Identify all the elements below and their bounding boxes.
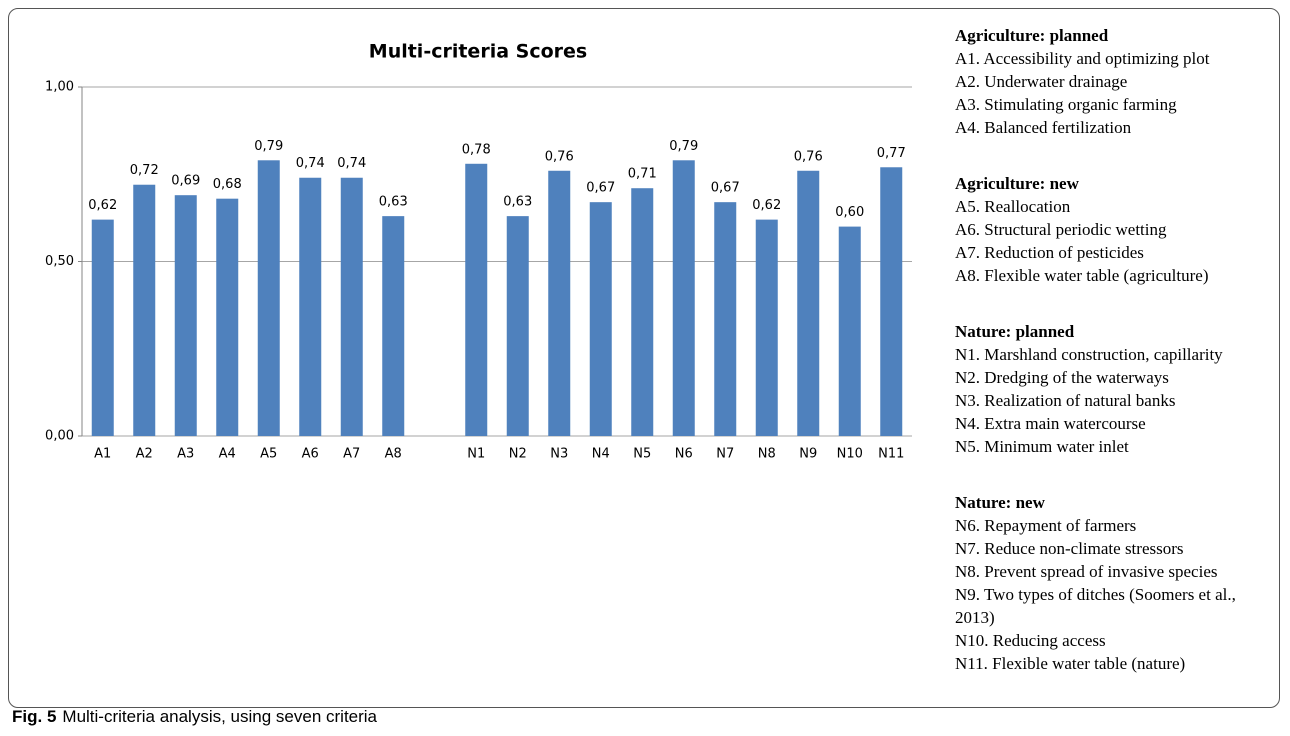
bar — [672, 160, 695, 437]
x-tick-label: N1 — [467, 447, 485, 462]
x-tick-label: N2 — [509, 447, 527, 462]
legend-group: Agriculture: new A5. Reallocation A6. Stru… — [955, 172, 1270, 287]
legend-item: N11. Flexible water table (nature) — [955, 654, 1186, 673]
legend-item: N10. Reducing access — [955, 631, 1106, 650]
legend-item: A6. Structural periodic wetting — [955, 220, 1167, 239]
bar — [465, 163, 488, 436]
chart-title: Multi-criteria Scores — [369, 41, 587, 63]
x-tick-label: N9 — [799, 447, 817, 462]
bar — [133, 184, 156, 436]
legend-item: N4. Extra main watercourse — [955, 414, 1146, 433]
x-tick-label: A7 — [343, 447, 360, 462]
value-label: 0,68 — [213, 177, 242, 192]
x-tick-label: N6 — [675, 447, 693, 462]
value-label: 0,62 — [88, 198, 117, 213]
value-label: 0,62 — [752, 198, 781, 213]
caption-text: Multi-criteria analysis, using seven cri… — [62, 707, 378, 726]
legend-heading: Nature: planned — [955, 322, 1075, 341]
bar — [382, 216, 405, 436]
legend-heading: Agriculture: new — [955, 174, 1079, 193]
x-tick-label: A6 — [302, 447, 319, 462]
y-tick-label: 0,00 — [45, 429, 74, 444]
legend-item: N8. Prevent spread of invasive species — [955, 562, 1218, 581]
x-tick-label: A2 — [136, 447, 153, 462]
legend-group: Agriculture: planned A1. Accessibility an… — [955, 24, 1270, 139]
y-tick-label: 1,00 — [45, 80, 74, 95]
value-label: 0,63 — [503, 195, 532, 210]
legend: Agriculture: planned A1. Accessibility an… — [955, 24, 1270, 708]
x-tick-label: A1 — [94, 447, 111, 462]
figure-frame — [8, 8, 1280, 708]
bar — [174, 195, 197, 436]
legend-item: N9. Two types of ditches (Soomers et al.… — [955, 585, 1236, 627]
legend-heading: Nature: new — [955, 493, 1045, 512]
x-tick-label: N7 — [716, 447, 734, 462]
bar — [91, 219, 114, 436]
x-tick-label: A3 — [177, 447, 194, 462]
bar — [797, 170, 820, 436]
x-tick-label: N11 — [878, 447, 904, 462]
legend-item: N6. Repayment of farmers — [955, 516, 1137, 535]
value-label: 0,69 — [171, 174, 200, 189]
value-label: 0,60 — [835, 205, 864, 220]
value-label: 0,77 — [877, 146, 906, 161]
value-label: 0,78 — [462, 142, 491, 157]
chart: Multi-criteria Scores 0,00 0,50 1,00 A1 0,62… — [45, 41, 912, 462]
legend-item: A2. Underwater drainage — [955, 72, 1128, 91]
legend-item: N7. Reduce non-climate stressors — [955, 539, 1184, 558]
value-label: 0,76 — [545, 149, 574, 164]
bar — [548, 170, 571, 436]
bar — [506, 216, 529, 436]
value-label: 0,67 — [586, 181, 615, 196]
x-tick-label: N3 — [550, 447, 568, 462]
bar — [714, 202, 737, 436]
legend-item: A8. Flexible water table (agriculture) — [955, 266, 1209, 285]
caption: Fig. 5 Multi-criteria analysis, using sev… — [12, 707, 377, 727]
x-tick-label: N10 — [837, 447, 863, 462]
legend-item: A3. Stimulating organic farming — [955, 95, 1177, 114]
legend-item: A7. Reduction of pesticides — [955, 243, 1144, 262]
caption-label: Fig. 5 — [12, 707, 57, 726]
bar — [589, 202, 612, 436]
x-tick-label: A8 — [385, 447, 402, 462]
value-label: 0,79 — [254, 139, 283, 154]
bar — [340, 177, 363, 437]
value-label: 0,63 — [379, 195, 408, 210]
x-tick-label: A5 — [260, 447, 277, 462]
legend-item: A1. Accessibility and optimizing plot — [955, 49, 1210, 68]
legend-item: N3. Realization of natural banks — [955, 391, 1176, 410]
legend-group: Nature: planned N1. Marshland constructio… — [955, 320, 1270, 458]
x-tick-label: N8 — [758, 447, 776, 462]
value-label: 0,79 — [669, 139, 698, 154]
value-label: 0,74 — [296, 156, 325, 171]
bar — [755, 219, 778, 436]
legend-item: N5. Minimum water inlet — [955, 437, 1129, 456]
value-label: 0,72 — [130, 163, 159, 178]
bar — [299, 177, 322, 437]
bar — [216, 198, 239, 436]
legend-item: A4. Balanced fertilization — [955, 118, 1132, 137]
x-tick-label: N5 — [633, 447, 651, 462]
legend-group: Nature: new N6. Repayment of farmers N7. R… — [955, 491, 1270, 675]
bar — [838, 226, 861, 436]
value-label: 0,74 — [337, 156, 366, 171]
bar — [257, 160, 280, 437]
x-tick-label: N4 — [592, 447, 610, 462]
value-label: 0,76 — [794, 149, 823, 164]
value-label: 0,71 — [628, 167, 657, 182]
bar — [880, 167, 903, 436]
legend-heading: Agriculture: planned — [955, 26, 1109, 45]
x-tick-label: A4 — [219, 447, 236, 462]
legend-item: N2. Dredging of the waterways — [955, 368, 1169, 387]
legend-item: A5. Reallocation — [955, 197, 1071, 216]
bar — [631, 188, 654, 436]
value-label: 0,67 — [711, 181, 740, 196]
legend-item: N1. Marshland construction, capillarity — [955, 345, 1223, 364]
y-tick-label: 0,50 — [45, 254, 74, 269]
